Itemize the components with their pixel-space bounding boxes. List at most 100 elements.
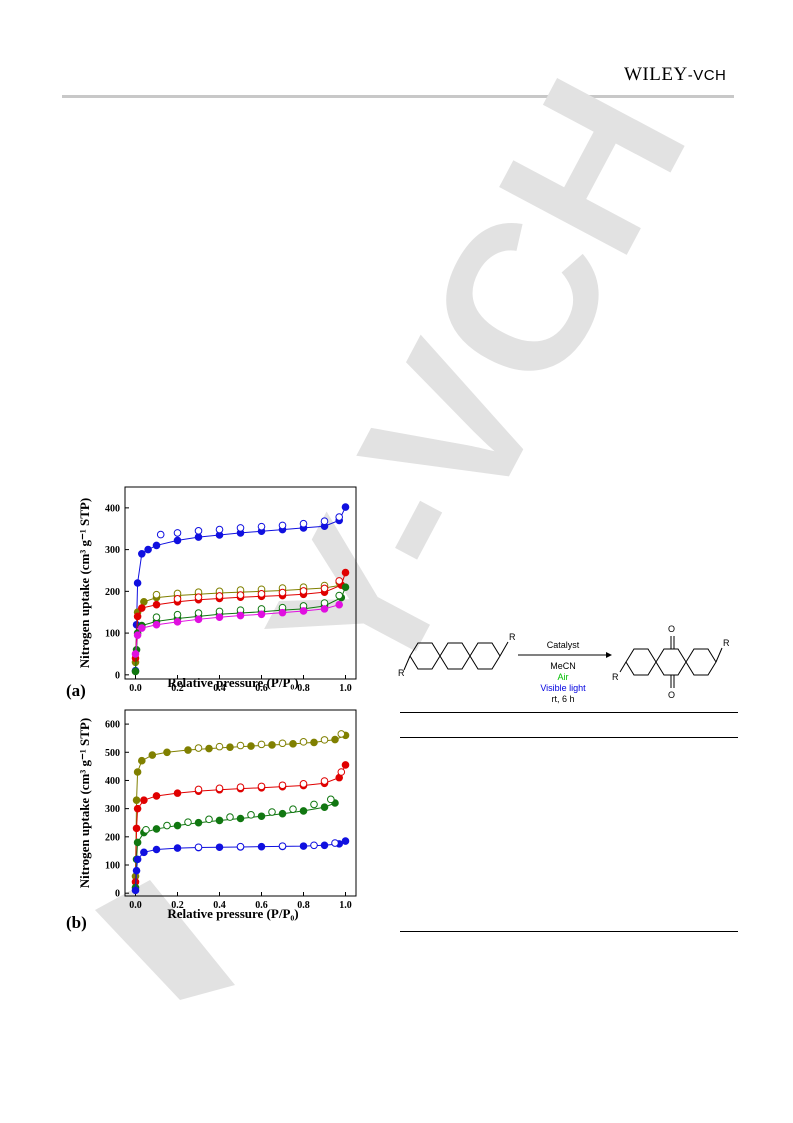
oxygen-top: O xyxy=(668,624,675,634)
conditions-label: rt, 6 h xyxy=(551,694,574,704)
desorption-point xyxy=(299,519,308,528)
plot-frame-0 xyxy=(124,486,357,680)
adsorption-point xyxy=(226,743,234,752)
adsorption-point xyxy=(215,816,224,825)
adsorption-point xyxy=(133,804,142,813)
adsorption-point xyxy=(138,756,146,765)
desorption-point xyxy=(257,782,266,791)
y-tick-label: 300 xyxy=(105,545,120,556)
y-tick-label: 200 xyxy=(105,587,120,598)
x-tick-label: 0.6 xyxy=(255,683,268,694)
adsorption-point xyxy=(268,741,276,749)
adsorption-point xyxy=(341,761,350,769)
adsorption-point xyxy=(335,600,344,609)
adsorption-point xyxy=(152,825,161,833)
x-tick-label: 0.0 xyxy=(129,900,142,911)
y-tick-label: 300 xyxy=(105,804,120,815)
adsorption-point xyxy=(152,541,161,550)
desorption-point xyxy=(310,800,318,809)
adsorption-point xyxy=(310,738,318,747)
x-tick-label: 1.0 xyxy=(339,900,352,911)
desorption-point xyxy=(257,740,266,749)
adsorption-point xyxy=(144,545,152,554)
desorption-point xyxy=(320,584,329,593)
y-tick-label: 400 xyxy=(105,503,120,514)
x-tick-label: 1.0 xyxy=(339,683,352,694)
adsorption-point xyxy=(173,618,182,626)
adsorption-point xyxy=(163,748,171,757)
adsorption-point xyxy=(173,844,182,852)
x-tick-label: 0.0 xyxy=(129,683,142,694)
anthraquinone-structure xyxy=(619,636,723,688)
x-axis-label: Relative pressure (P/P₀) xyxy=(167,906,298,921)
arrow-head xyxy=(606,652,612,658)
desorption-point xyxy=(257,590,266,598)
plot-frame-1 xyxy=(124,709,357,897)
adsorption-point xyxy=(236,814,245,823)
desorption-point xyxy=(335,513,344,521)
desorption-point xyxy=(320,736,329,744)
adsorption-point xyxy=(341,503,350,511)
adsorption-point xyxy=(289,740,297,748)
desorption-point xyxy=(236,524,245,532)
desorption-point xyxy=(289,805,297,814)
desorption-point xyxy=(194,593,203,601)
adsorption-point xyxy=(133,855,142,864)
adsorption-point xyxy=(140,848,148,857)
x-tick-label: 0.4 xyxy=(213,683,226,694)
desorption-point xyxy=(278,781,287,790)
x-tick-label: 0.8 xyxy=(297,900,310,911)
reaction-scheme: R R Catalyst MeCN Air Visible light rt, … xyxy=(398,624,730,704)
adsorption-point xyxy=(247,742,255,750)
adsorption-point xyxy=(152,600,161,609)
desorption-point xyxy=(236,783,245,792)
adsorption-point xyxy=(184,746,192,754)
adsorption-point xyxy=(133,838,142,847)
desorption-point xyxy=(278,521,287,530)
catalyst-label: Catalyst xyxy=(547,640,580,650)
desorption-point xyxy=(226,813,234,821)
table-top-rule xyxy=(400,712,738,713)
x-tick-label: 0.2 xyxy=(171,683,184,694)
adsorption-point xyxy=(257,610,266,619)
adsorption-point xyxy=(194,533,203,541)
panel-label: (a) xyxy=(66,681,86,700)
oxygen-bottom: O xyxy=(668,690,675,700)
adsorption-point xyxy=(138,549,146,558)
adsorption-point xyxy=(341,583,350,591)
adsorption-point xyxy=(278,608,287,617)
r-label-left-start: R xyxy=(398,668,405,678)
publisher-logo: WILEY-VCH xyxy=(624,64,727,85)
desorption-point xyxy=(236,842,245,851)
adsorption-point xyxy=(173,536,182,545)
adsorption-point xyxy=(140,796,148,804)
desorption-point xyxy=(236,591,245,599)
header-rule xyxy=(62,95,734,98)
adsorption-point xyxy=(215,613,224,622)
isotherm-plots: 0.0 0.2 0.4 0.6 0.8 1.0 0 100 200 300 400 Relative … xyxy=(66,486,357,932)
x-tick-label: 0.6 xyxy=(255,900,268,911)
y-tick-label: 500 xyxy=(105,748,120,759)
table-header-rule xyxy=(400,737,738,738)
desorption-point xyxy=(268,808,276,816)
desorption-point xyxy=(335,577,344,585)
adsorption-point xyxy=(299,607,308,615)
y-tick-label: 100 xyxy=(105,861,120,872)
adsorption-point xyxy=(133,768,142,776)
adsorption-point xyxy=(173,789,182,797)
desorption-point xyxy=(327,795,335,804)
adsorption-point xyxy=(320,841,329,850)
y-tick-label: 0 xyxy=(115,670,120,681)
adsorption-point xyxy=(320,605,329,613)
adsorption-point xyxy=(341,837,350,845)
adsorption-point xyxy=(132,866,141,875)
desorption-point xyxy=(278,588,287,597)
desorption-point xyxy=(299,738,308,746)
r-label-right-start: R xyxy=(509,632,516,642)
air-label: Air xyxy=(558,672,569,682)
x-tick-label: 0.8 xyxy=(297,683,310,694)
panel-label: (b) xyxy=(66,913,87,932)
y-axis-label: Nitrogen uptake (cm³ g⁻¹ STP) xyxy=(77,718,92,888)
adsorption-point xyxy=(152,620,161,629)
adsorption-point xyxy=(299,842,308,850)
